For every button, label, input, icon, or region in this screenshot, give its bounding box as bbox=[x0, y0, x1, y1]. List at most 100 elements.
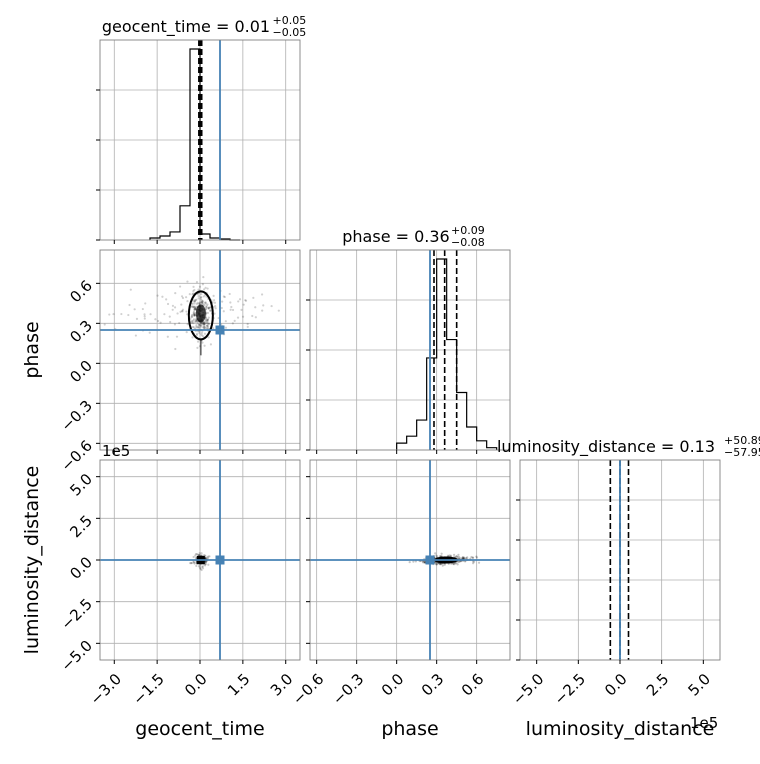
sample-point bbox=[476, 556, 478, 558]
sample-point bbox=[157, 320, 159, 322]
sample-point bbox=[254, 306, 256, 308]
sample-point bbox=[176, 336, 178, 338]
sample-point bbox=[213, 299, 215, 301]
sample-point bbox=[174, 306, 176, 308]
sample-point bbox=[225, 320, 227, 322]
sample-point bbox=[144, 302, 146, 304]
sample-point bbox=[136, 318, 138, 320]
sample-point bbox=[204, 333, 206, 335]
sample-point bbox=[225, 327, 227, 329]
sample-point bbox=[207, 312, 209, 314]
panel-ld-hist-xtick-label-4: 5.0 bbox=[684, 670, 714, 700]
sample-point bbox=[193, 302, 195, 304]
sample-point bbox=[144, 317, 146, 319]
panel-ld-vs-geocent-time-ytick-label-0: −5.0 bbox=[58, 637, 96, 675]
sample-point bbox=[169, 316, 171, 318]
title-luminosity_distance-minus: −57.95 bbox=[724, 446, 760, 459]
contour-core bbox=[196, 304, 206, 322]
sample-point bbox=[135, 334, 137, 336]
sample-point bbox=[229, 293, 231, 295]
sample-point bbox=[186, 280, 188, 282]
sample-point bbox=[210, 343, 212, 345]
sample-point bbox=[185, 296, 187, 298]
title-luminosity_distance-text: luminosity_distance = 0.13 bbox=[497, 437, 715, 457]
sample-point bbox=[144, 315, 146, 317]
sample-point bbox=[199, 286, 201, 288]
sample-point bbox=[156, 295, 158, 297]
sample-point bbox=[207, 287, 209, 289]
sample-point bbox=[172, 305, 174, 307]
sample-point bbox=[221, 300, 223, 302]
sample-point bbox=[207, 564, 209, 566]
sample-point bbox=[239, 298, 241, 300]
xlabel-geocent-time: geocent_time bbox=[135, 718, 264, 740]
sample-point bbox=[174, 348, 176, 350]
sample-point bbox=[197, 302, 199, 304]
sample-point bbox=[230, 306, 232, 308]
sample-point bbox=[149, 313, 151, 315]
sample-point bbox=[172, 309, 174, 311]
sample-point bbox=[112, 313, 114, 315]
panel-phase-vs-geocent-time-ytick-label-0: −0.6 bbox=[58, 437, 96, 475]
sample-point bbox=[232, 322, 234, 324]
sample-point bbox=[224, 296, 226, 298]
sample-point bbox=[242, 316, 244, 318]
sample-point bbox=[234, 320, 236, 322]
sample-point bbox=[442, 565, 444, 567]
sample-point bbox=[176, 312, 178, 314]
panel-phase-vs-geocent-time-ytick-label-4: 0.6 bbox=[66, 277, 96, 307]
sample-point bbox=[201, 334, 203, 336]
sample-point bbox=[247, 326, 249, 328]
sample-point bbox=[409, 561, 411, 563]
sample-point bbox=[128, 304, 130, 306]
sample-point bbox=[196, 281, 198, 283]
sample-point bbox=[179, 285, 181, 287]
sample-point bbox=[434, 552, 436, 554]
sample-point bbox=[104, 323, 106, 325]
sample-point bbox=[237, 300, 239, 302]
panel-ld-vs-phase-xtick-label-4: 0.6 bbox=[458, 670, 488, 700]
sample-point bbox=[195, 326, 197, 328]
sample-point bbox=[435, 554, 437, 556]
sample-point bbox=[201, 552, 203, 554]
panel-ld-vs-phase-xtick-label-3: 0.3 bbox=[418, 670, 448, 700]
panel-ld-hist-xtick-label-0: −5.0 bbox=[509, 670, 547, 708]
sample-point bbox=[192, 286, 194, 288]
sample-point bbox=[223, 310, 225, 312]
panel-ld-vs-geocent-time-ytick-label-1: −2.5 bbox=[58, 595, 96, 633]
sample-point bbox=[198, 297, 200, 299]
sample-point bbox=[262, 304, 264, 306]
sample-point bbox=[167, 303, 169, 305]
sample-point bbox=[206, 303, 208, 305]
sample-point bbox=[196, 347, 198, 349]
panel-ld-vs-geocent-time-xtick-label-3: 1.5 bbox=[224, 670, 254, 700]
sample-point bbox=[197, 341, 199, 343]
sample-point bbox=[251, 315, 253, 317]
sample-point bbox=[207, 319, 209, 321]
panel-ld-hist-xtick-label-2: 0.0 bbox=[601, 670, 631, 700]
title-phase: phase = 0.36+0.09−0.08 bbox=[342, 224, 484, 249]
sample-point bbox=[179, 311, 181, 313]
sample-point bbox=[134, 308, 136, 310]
sample-point bbox=[167, 336, 169, 338]
sample-point bbox=[192, 303, 194, 305]
title-geocent_time: geocent_time = 0.01+0.05−0.05 bbox=[102, 14, 306, 39]
sample-point bbox=[186, 331, 188, 333]
sample-point bbox=[208, 323, 210, 325]
sample-point bbox=[180, 303, 182, 305]
panel-ld-vs-phase-xtick-label-0: −0.6 bbox=[289, 670, 327, 708]
sample-point bbox=[193, 289, 195, 291]
sample-point bbox=[240, 309, 242, 311]
sample-point bbox=[182, 309, 184, 311]
sample-point bbox=[478, 562, 480, 564]
title-phase-minus: −0.08 bbox=[451, 236, 485, 249]
panel-ld-hist-xtick-label-1: −2.5 bbox=[551, 670, 589, 708]
sample-point bbox=[213, 295, 215, 297]
sample-point bbox=[194, 555, 196, 557]
panel-ld-vs-geocent-time-xtick-label-0: −3.0 bbox=[87, 670, 125, 708]
sample-point bbox=[186, 300, 188, 302]
title-luminosity_distance: luminosity_distance = 0.13+50.89−57.95 bbox=[497, 434, 760, 459]
panel-phase-vs-geocent-time-ytick-label-1: −0.3 bbox=[58, 397, 96, 435]
sample-point bbox=[204, 302, 206, 304]
